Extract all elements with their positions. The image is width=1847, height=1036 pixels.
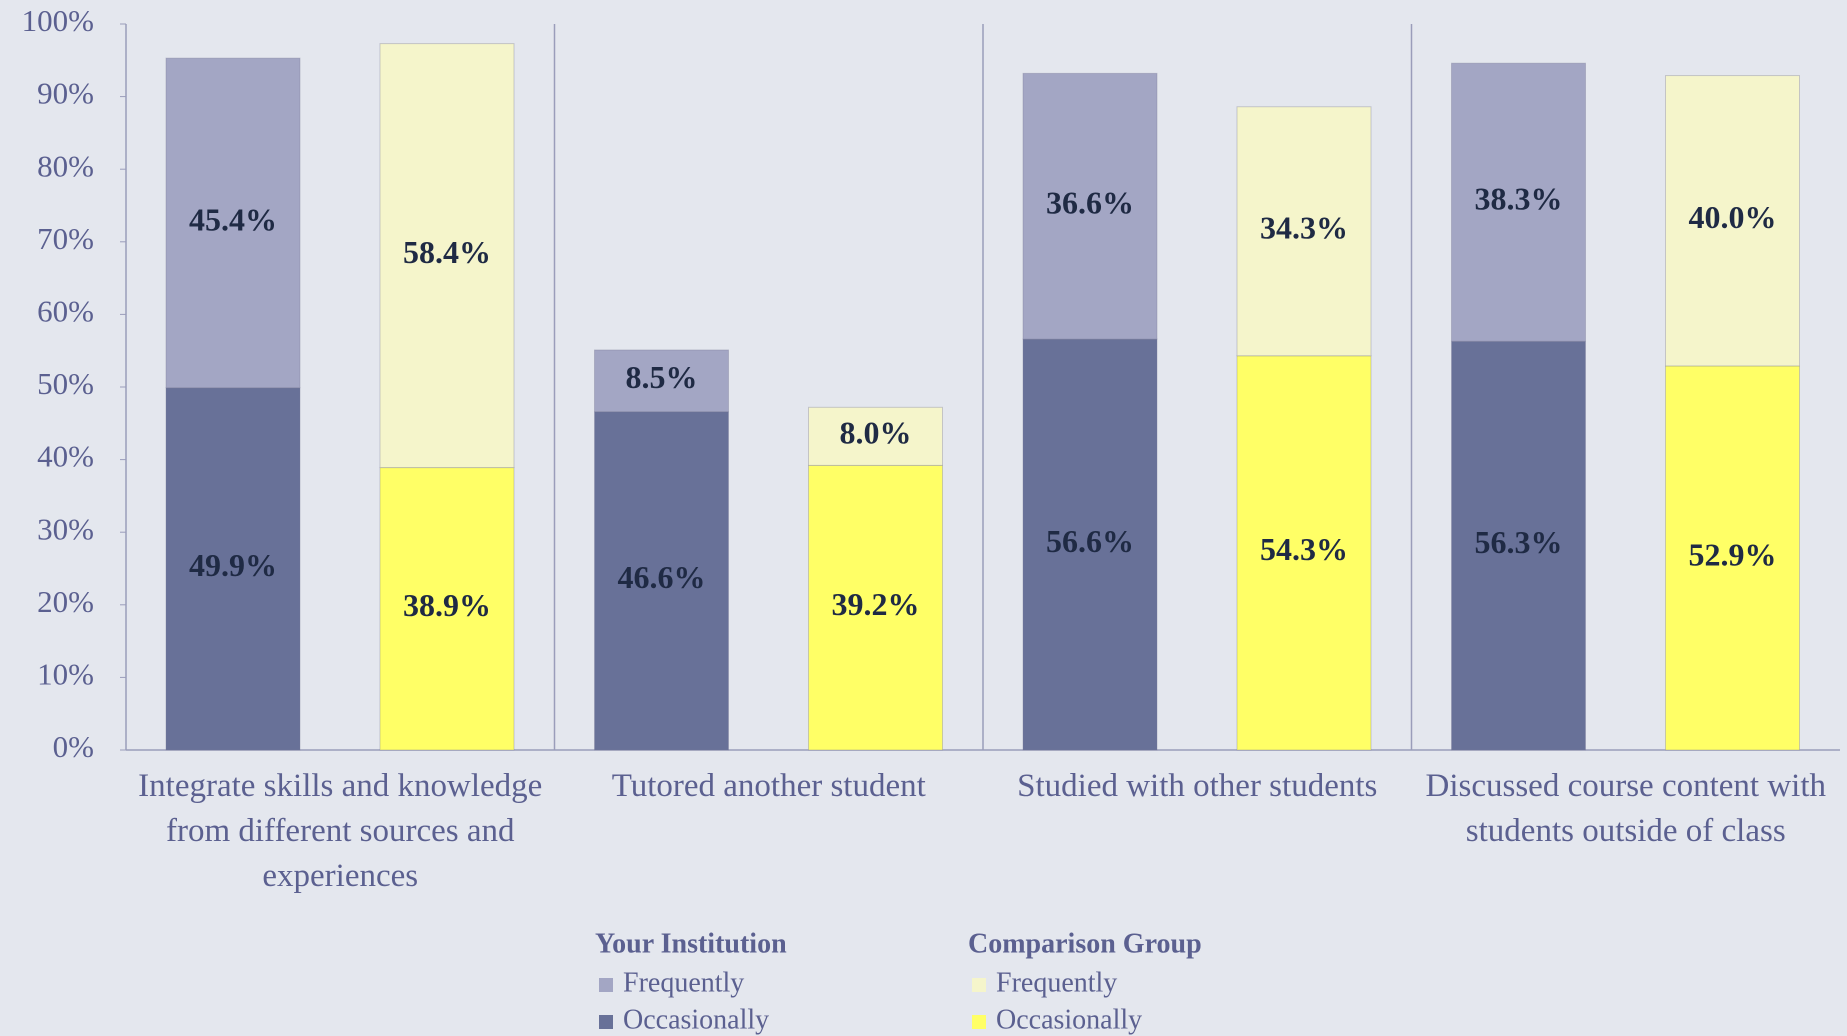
y-tick-label: 100% [22, 3, 94, 38]
bar-segment [1022, 338, 1158, 751]
data-label: 45.4% [189, 201, 277, 237]
y-tick-label: 40% [37, 439, 94, 474]
legend-swatch [972, 1015, 986, 1029]
y-tick-label: 30% [37, 511, 94, 546]
data-label: 38.9% [403, 587, 491, 623]
bar-segment [808, 464, 943, 751]
data-label: 58.4% [403, 234, 491, 270]
y-tick-label: 80% [37, 148, 94, 183]
data-label: 8.0% [840, 415, 912, 451]
legend-label: Frequently [623, 967, 744, 998]
data-label: 56.6% [1046, 523, 1134, 559]
x-tick-label: Discussed course content with students o… [1425, 768, 1827, 849]
bar-segment [165, 387, 301, 751]
y-tick-label: 60% [37, 294, 94, 329]
legend-label: Occasionally [623, 1004, 769, 1035]
bar-segment [1665, 365, 1800, 751]
bar-segment [379, 43, 515, 469]
bar-segment [594, 411, 729, 751]
y-tick-label: 10% [37, 657, 94, 692]
legend-swatch [599, 978, 613, 992]
legend-label: Occasionally [996, 1004, 1142, 1035]
bar-segment [379, 467, 515, 751]
x-tick-label: Tutored another student [611, 768, 926, 804]
bar-segment [594, 349, 729, 413]
legend-label: Frequently [996, 967, 1117, 998]
legend-swatch [972, 978, 986, 992]
data-label: 39.2% [832, 586, 920, 622]
x-tick-label: Studied with other students [1017, 768, 1378, 804]
bar-segment [808, 406, 943, 466]
bar-segment [1236, 355, 1372, 751]
data-label: 56.3% [1475, 524, 1563, 560]
bar-segment [1451, 62, 1586, 342]
y-tick-label: 50% [37, 366, 94, 401]
bar-segment [1236, 106, 1372, 357]
x-tick-label: Integrate skills and knowledge from diff… [138, 768, 543, 894]
y-tick-label: 90% [37, 76, 94, 111]
data-label: 52.9% [1689, 536, 1777, 572]
bar-segment [1022, 72, 1158, 340]
data-label: 49.9% [189, 547, 277, 583]
data-label: 38.3% [1475, 181, 1563, 217]
y-tick-label: 70% [37, 221, 94, 256]
data-label: 46.6% [618, 559, 706, 595]
y-tick-label: 20% [37, 584, 94, 619]
legend-swatch [599, 1015, 613, 1029]
data-label: 34.3% [1260, 210, 1348, 246]
y-tick-label: 0% [53, 729, 94, 764]
legend-title: Your Institution [595, 928, 787, 959]
data-label: 8.5% [626, 359, 698, 395]
data-label: 40.0% [1689, 199, 1777, 235]
legend-title: Comparison Group [968, 928, 1202, 959]
data-label: 36.6% [1046, 185, 1134, 221]
data-label: 54.3% [1260, 531, 1348, 567]
bar-segment [1665, 75, 1800, 367]
bar-segment [165, 57, 301, 389]
